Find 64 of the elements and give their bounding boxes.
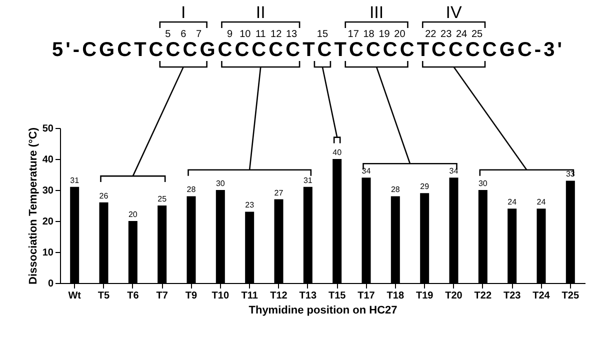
text: 7: [196, 29, 202, 40]
x-tick-label: T12: [270, 290, 288, 302]
x-tick-label: T24: [532, 290, 550, 302]
data-label: 20: [128, 210, 138, 219]
text: 19: [378, 29, 390, 40]
text: 18: [363, 29, 375, 40]
x-tick-label: T13: [299, 290, 317, 302]
y-tick-label: 40: [42, 154, 54, 166]
data-label: 24: [508, 198, 518, 207]
text: 25: [471, 29, 483, 40]
x-tick-label: T5: [98, 290, 110, 302]
x-tick-label: T9: [185, 290, 198, 302]
data-label: 28: [186, 185, 196, 194]
y-tick-label: 50: [42, 124, 54, 134]
x-tick-label: T23: [503, 290, 522, 302]
y-tick-label: 0: [48, 278, 54, 290]
text: 10: [240, 29, 252, 40]
text: III: [369, 3, 384, 22]
data-label: 23: [245, 200, 255, 210]
x-tick-label: T19: [416, 290, 434, 302]
x-tick-label: T6: [127, 290, 140, 302]
data-label: 29: [420, 182, 430, 192]
x-tick-label: T20: [445, 290, 463, 302]
text: 5: [165, 29, 172, 40]
text: IV: [446, 3, 463, 22]
x-tick-label: T10: [212, 290, 230, 302]
data-label: 31: [70, 176, 80, 185]
data-label: 40: [332, 148, 342, 157]
x-axis-title: Thymidine position on HC27: [248, 304, 398, 316]
text: 20: [394, 29, 406, 40]
x-tick-label: T7: [156, 290, 168, 302]
x-tick-label: T18: [386, 290, 404, 302]
text: 22: [425, 29, 437, 40]
text: II: [256, 3, 266, 22]
data-label: 30: [216, 179, 226, 188]
text: 17: [348, 29, 360, 40]
text: 12: [270, 29, 282, 40]
text: 6: [180, 29, 187, 40]
text: 11: [255, 29, 266, 40]
text: I: [180, 3, 186, 22]
x-tick-label: T11: [241, 290, 258, 302]
data-label: 25: [158, 194, 168, 204]
text: 13: [286, 29, 298, 40]
data-label: 28: [390, 185, 400, 194]
text: 15: [316, 29, 328, 40]
data-label: 31: [303, 176, 313, 185]
x-tick-label: Wt: [68, 290, 82, 302]
y-tick-label: 30: [42, 186, 54, 196]
y-tick-label: 10: [42, 248, 54, 258]
x-tick-label: T22: [474, 290, 492, 302]
x-tick-label: T17: [358, 290, 376, 302]
x-tick-label: T25: [562, 290, 580, 302]
x-tick-label: T15: [328, 290, 346, 302]
y-axis-title: Dissociation Temperature (°C): [27, 127, 40, 285]
data-label: 24: [536, 198, 546, 207]
data-label: 26: [99, 191, 109, 200]
text: 9: [226, 29, 233, 40]
text: 5'-CGCTCCCGCCCCCTCTCCCCTCCCCGC-3': [52, 39, 562, 61]
data-label: 30: [478, 179, 488, 188]
data-label: 27: [274, 188, 284, 198]
text: 24: [456, 29, 468, 40]
data-label: 34: [362, 166, 372, 176]
text: 23: [440, 29, 452, 40]
y-tick-label: 20: [42, 216, 54, 228]
